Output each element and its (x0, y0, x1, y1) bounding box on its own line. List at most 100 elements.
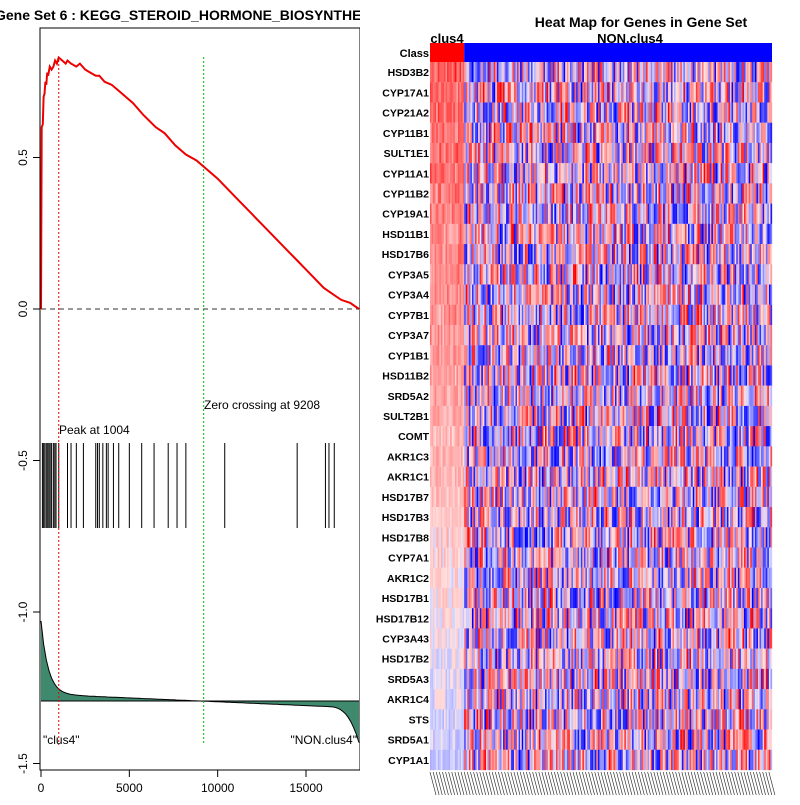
heatmap-cell (557, 224, 559, 244)
heatmap-cell (718, 467, 720, 487)
heatmap-cell (603, 224, 605, 244)
heatmap-cell (508, 163, 510, 183)
heatmap-cell (520, 285, 522, 305)
heatmap-cell (539, 82, 541, 102)
heatmap-cell (494, 102, 496, 122)
heatmap-cell (739, 204, 741, 224)
heatmap-cell (474, 386, 476, 406)
heatmap-cell (489, 62, 491, 82)
heatmap-cell (733, 224, 735, 244)
heatmap-cell (442, 365, 444, 385)
heatmap-cell (579, 102, 581, 122)
heatmap-cell (492, 507, 494, 527)
heatmap-cell (505, 163, 507, 183)
heatmap-cell (523, 305, 525, 325)
heatmap-cell (488, 123, 490, 143)
heatmap-cell (573, 143, 575, 163)
heatmap-cell (733, 345, 735, 365)
heatmap-cell (511, 285, 513, 305)
heatmap-cell (528, 204, 530, 224)
heatmap-cell (758, 406, 760, 426)
heatmap-cell (491, 386, 493, 406)
heatmap-cell (713, 406, 715, 426)
heatmap-cell (637, 446, 639, 466)
heatmap-cell (470, 102, 472, 122)
heatmap-cell (690, 82, 692, 102)
heatmap-cell (464, 102, 466, 122)
heatmap-cell (460, 386, 462, 406)
heatmap-cell (685, 163, 687, 183)
heatmap-cell (738, 264, 740, 284)
heatmap-cell (631, 204, 633, 224)
heatmap-cell (576, 285, 578, 305)
heatmap-cell (582, 386, 584, 406)
heatmap-cell (713, 123, 715, 143)
heatmap-cell (718, 62, 720, 82)
heatmap-cell (652, 305, 654, 325)
heatmap-cell (567, 224, 569, 244)
heatmap-cell (760, 285, 762, 305)
heatmap-cell (663, 386, 665, 406)
heatmap-cell (612, 102, 614, 122)
heatmap-cell (680, 487, 682, 507)
heatmap-cell (458, 446, 460, 466)
heatmap-cell (603, 487, 605, 507)
heatmap-cell (631, 102, 633, 122)
heatmap-cell (441, 82, 443, 102)
heatmap-cell (556, 123, 558, 143)
heatmap-cell (575, 224, 577, 244)
heatmap-cell (584, 143, 586, 163)
heatmap-cell (615, 487, 617, 507)
heatmap-cell (568, 224, 570, 244)
heatmap-cell (483, 163, 485, 183)
heatmap-cell (679, 406, 681, 426)
heatmap-cell (634, 183, 636, 203)
heatmap-cell (713, 285, 715, 305)
heatmap-cell (767, 102, 769, 122)
heatmap-cell (488, 345, 490, 365)
heatmap-cell (486, 345, 488, 365)
heatmap-cell (770, 204, 772, 224)
heatmap-cell (531, 102, 533, 122)
heatmap-cell (727, 163, 729, 183)
heatmap-cell (727, 224, 729, 244)
heatmap-cell (727, 386, 729, 406)
heatmap-cell (699, 143, 701, 163)
heatmap-cell (705, 264, 707, 284)
heatmap-cell (696, 82, 698, 102)
heatmap-cell (732, 183, 734, 203)
heatmap-cell (631, 62, 633, 82)
heatmap-cell (536, 507, 538, 527)
heatmap-cell (547, 446, 549, 466)
heatmap-cell (707, 224, 709, 244)
heatmap-cell (728, 224, 730, 244)
heatmap-cell (753, 62, 755, 82)
heatmap-cell (475, 467, 477, 487)
heatmap-cell (756, 325, 758, 345)
heatmap-cell (545, 123, 547, 143)
heatmap-cell (655, 82, 657, 102)
heatmap-cell (657, 305, 659, 325)
heatmap-cell (732, 102, 734, 122)
heatmap-cell (767, 446, 769, 466)
heatmap-cell (547, 305, 549, 325)
heatmap-cell (573, 345, 575, 365)
heatmap-cell (603, 62, 605, 82)
heatmap-cell (531, 365, 533, 385)
heatmap-cell (643, 467, 645, 487)
heatmap-cell (638, 285, 640, 305)
heatmap-cell (584, 224, 586, 244)
heatmap-cell (478, 446, 480, 466)
heatmap-cell (545, 285, 547, 305)
heatmap-cell (637, 244, 639, 264)
heatmap-cell (677, 82, 679, 102)
heatmap-cell (478, 507, 480, 527)
heatmap-cell (550, 365, 552, 385)
heatmap-cell (564, 264, 566, 284)
heatmap-svg: Heat Map for Genes in Gene Set clus4 NON… (360, 0, 800, 800)
heatmap-cell (646, 204, 648, 224)
heatmap-cell (682, 467, 684, 487)
heatmap-cell (665, 345, 667, 365)
heatmap-cell (721, 82, 723, 102)
heatmap-cell (646, 244, 648, 264)
